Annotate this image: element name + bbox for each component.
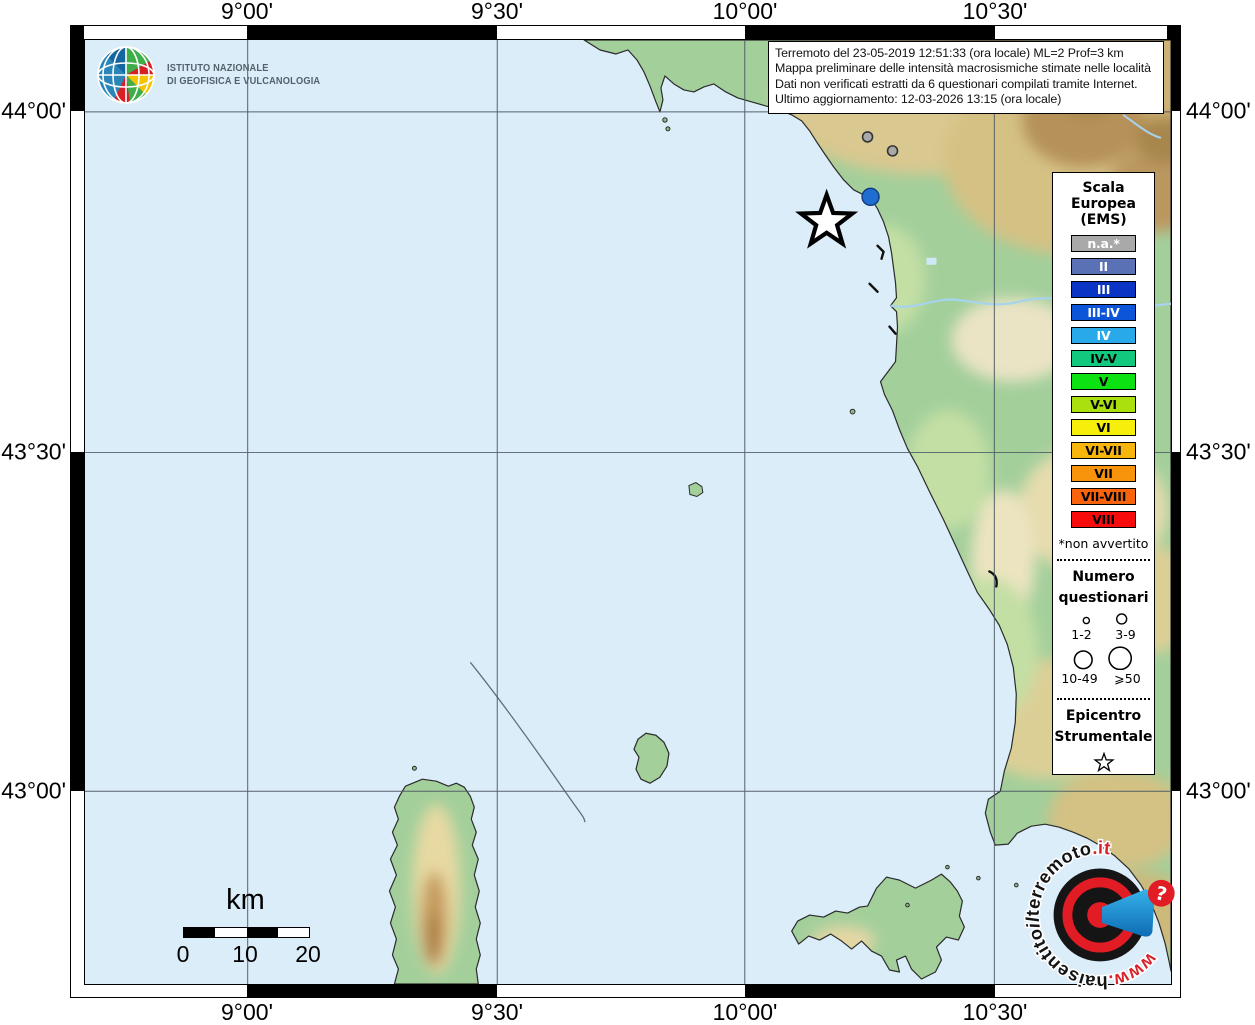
axis-label-right-2: 43°30' bbox=[1186, 438, 1251, 465]
harbour-marks bbox=[868, 244, 998, 588]
info-line-map: Mappa preliminare delle intensità macros… bbox=[775, 61, 1151, 76]
legend-title-line1: Scala bbox=[1082, 180, 1125, 196]
ems-class-iv-v: IV-V bbox=[1071, 350, 1136, 367]
axis-label-left-2: 43°30' bbox=[1, 438, 66, 465]
ems-class-viii: VIII bbox=[1071, 511, 1136, 528]
axis-label-bottom-3: 10°00' bbox=[712, 999, 778, 1025]
not-felt-dot bbox=[861, 131, 874, 143]
ingv-name-line2: DI GEOFISICA E VULCANOLOGIA bbox=[167, 75, 321, 87]
epicenter-title: Epicentro Strumentale bbox=[1054, 706, 1152, 748]
megaphone-icon bbox=[1101, 889, 1155, 937]
axis-label-top-4: 10°30' bbox=[962, 0, 1028, 24]
size-label-3-9: 3-9 bbox=[1115, 626, 1136, 642]
info-line-data: Dati non verificati estratti da 6 questi… bbox=[775, 76, 1138, 91]
not-felt-dot bbox=[886, 145, 899, 157]
legend-title-line3: (EMS) bbox=[1080, 212, 1127, 228]
islets bbox=[411, 117, 1019, 908]
dot-size-large-labels: 10-49 ⩾50 bbox=[1056, 671, 1152, 686]
axis-label-bottom-4: 10°30' bbox=[962, 999, 1028, 1025]
legend-title: Scala Europea (EMS) bbox=[1071, 180, 1136, 228]
info-line-updated: Ultimo aggiornamento: 12-03-2026 13:15 (… bbox=[775, 92, 1062, 107]
dot-size-small-icons bbox=[1082, 613, 1127, 625]
svg-text:?: ? bbox=[1153, 883, 1169, 906]
ingv-logo: ISTITUTO NAZIONALE DI GEOFISICA E VULCAN… bbox=[96, 45, 341, 105]
epicenter-star-icon bbox=[1092, 752, 1115, 773]
legend-title-line2: Europea bbox=[1070, 196, 1137, 212]
ems-class-na: n.a.* bbox=[1071, 235, 1136, 252]
locality-markers bbox=[861, 131, 899, 207]
ems-class-v: V bbox=[1071, 373, 1136, 390]
axis-label-top-3: 10°00' bbox=[712, 0, 778, 24]
land-areas bbox=[389, 40, 1171, 984]
axis-label-top-1: 9°00' bbox=[221, 0, 273, 24]
bathymetric-line bbox=[469, 661, 586, 823]
scalebar-unit: km bbox=[226, 884, 265, 916]
ems-scale: n.a.* II III III-IV IV IV-V V V-VI VI VI… bbox=[1071, 235, 1136, 534]
axis-label-bottom-1: 9°00' bbox=[221, 999, 273, 1025]
questionnaires-title: Numero questionari bbox=[1058, 567, 1148, 609]
axis-label-left-1: 44°00' bbox=[1, 97, 66, 124]
haisentito-logo: ? www.haisentitoilterremoto.it bbox=[1020, 835, 1175, 995]
ems-class-iii: III bbox=[1071, 281, 1136, 298]
epicenter-star-marker bbox=[795, 188, 859, 249]
scalebar-tick-10: 10 bbox=[232, 941, 258, 967]
dot-size-large-icons bbox=[1073, 646, 1132, 671]
ingv-name-line1: ISTITUTO NAZIONALE bbox=[167, 62, 269, 74]
ems-class-ii: II bbox=[1071, 258, 1136, 275]
ems-class-v-vi: V-VI bbox=[1071, 396, 1136, 413]
size-label-10-49: 10-49 bbox=[1061, 671, 1098, 687]
ems-class-vii-viii: VII-VIII bbox=[1071, 488, 1136, 505]
map-frame bbox=[70, 25, 1181, 998]
axis-label-left-3: 43°00' bbox=[1, 777, 66, 804]
axis-label-top-2: 9°30' bbox=[471, 0, 523, 24]
legend-footnote: *non avvertito bbox=[1058, 536, 1149, 551]
scalebar bbox=[183, 927, 310, 938]
legend-panel: Scala Europea (EMS) n.a.* II III III-IV … bbox=[1052, 172, 1155, 775]
earthquake-info-box: Terremoto del 23-05-2019 12:51:33 (ora l… bbox=[768, 41, 1164, 114]
questionnaires-title-line1: Numero bbox=[1072, 569, 1135, 585]
dot-size-small-labels: 1-2 3-9 bbox=[1060, 627, 1148, 642]
ems-class-iii-iv: III-IV bbox=[1071, 304, 1136, 321]
epicenter-title-line2: Strumentale bbox=[1054, 729, 1153, 746]
ems-class-vi: VI bbox=[1071, 419, 1136, 436]
axis-label-bottom-2: 9°30' bbox=[471, 999, 523, 1025]
size-label-50plus: ⩾50 bbox=[1114, 671, 1141, 687]
axis-label-right-3: 43°00' bbox=[1186, 777, 1251, 804]
scalebar-tick-0: 0 bbox=[176, 941, 190, 967]
question-mark-icon: ? bbox=[1147, 879, 1175, 907]
legend-divider bbox=[1057, 559, 1150, 561]
legend-divider bbox=[1057, 698, 1150, 701]
axis-label-right-1: 44°00' bbox=[1186, 97, 1251, 124]
map-canvas bbox=[84, 39, 1172, 985]
questionnaires-title-line2: questionari bbox=[1058, 590, 1149, 606]
ems-class-vi-vii: VI-VII bbox=[1071, 442, 1136, 459]
watermark-it: .it bbox=[1091, 837, 1112, 859]
intensity-dot bbox=[861, 187, 880, 207]
coastal-lake bbox=[926, 257, 937, 265]
info-line-event: Terremoto del 23-05-2019 12:51:33 (ora l… bbox=[775, 46, 1124, 60]
ingv-globe-icon bbox=[97, 46, 155, 104]
size-label-1-2: 1-2 bbox=[1071, 626, 1092, 642]
scalebar-tick-20: 20 bbox=[295, 941, 321, 967]
ems-class-vii: VII bbox=[1071, 465, 1136, 482]
epicenter-title-line1: Epicentro bbox=[1065, 708, 1142, 725]
ems-class-iv: IV bbox=[1071, 327, 1136, 344]
